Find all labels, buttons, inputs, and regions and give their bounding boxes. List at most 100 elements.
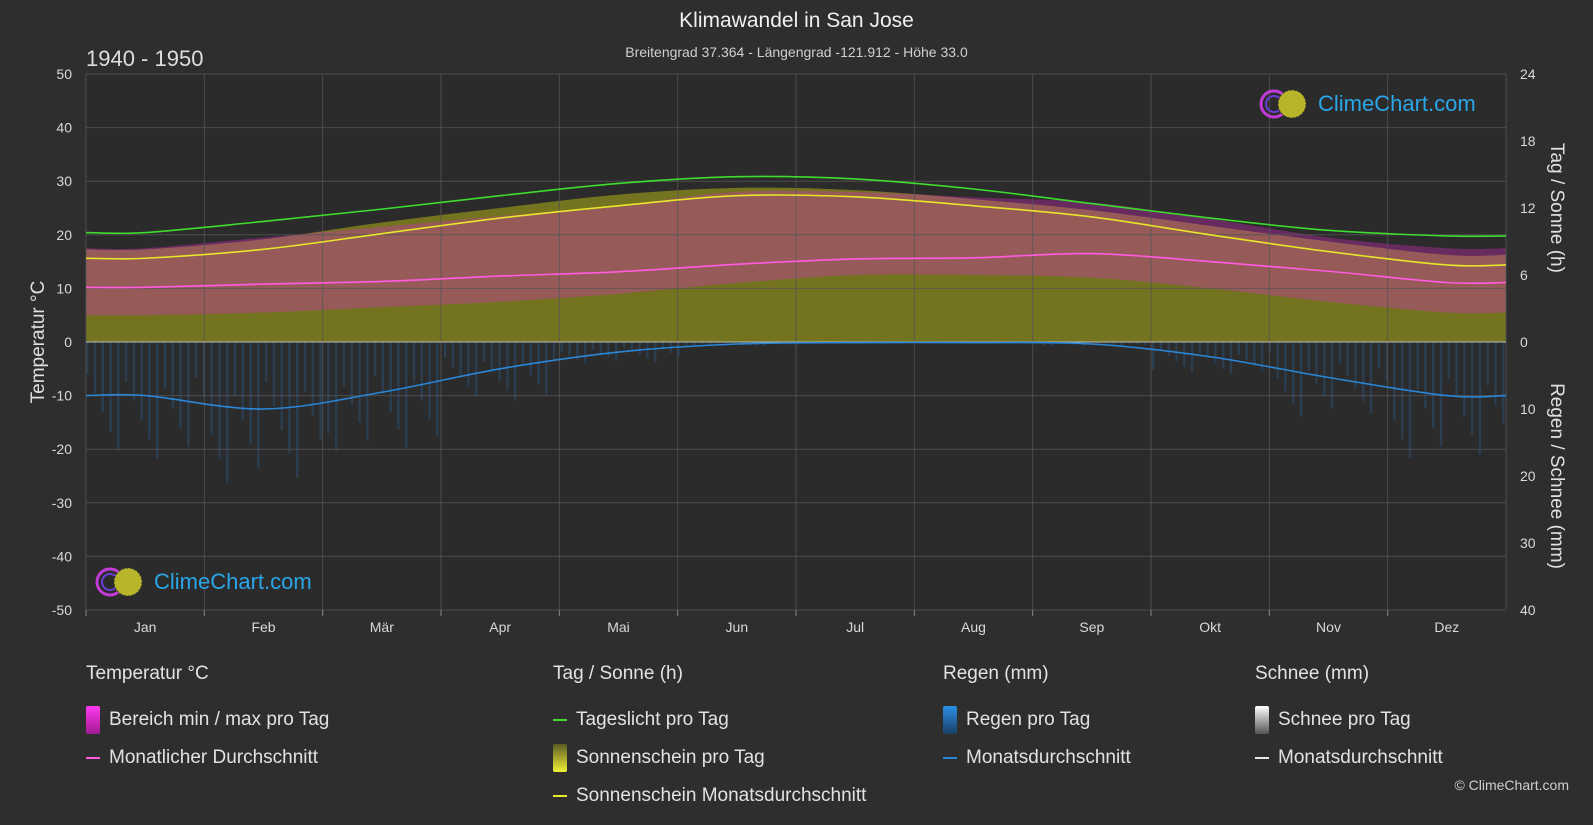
rain-bar (109, 342, 112, 432)
rain-bar (1183, 342, 1186, 367)
rain-bar (794, 342, 797, 346)
snow-avg-swatch (1255, 757, 1269, 759)
rain-bar (529, 342, 532, 376)
rain-bar (1089, 342, 1093, 344)
legend-item-temp-range: Bereich min / max pro Tag (86, 701, 329, 739)
sunshine-avg-line (85, 194, 1507, 267)
rain-bar (1354, 342, 1357, 389)
legend-label: Regen pro Tag (966, 709, 1091, 730)
rain-bar (1416, 342, 1419, 390)
rain-bar (537, 342, 540, 385)
rain-bar (334, 342, 338, 452)
legend-snow: Schnee (mm) Schnee pro Tag Monatsdurchsc… (1255, 663, 1443, 777)
rain-bar (1113, 342, 1116, 346)
rain-bar (677, 342, 680, 357)
legend-label: Schnee pro Tag (1278, 709, 1411, 730)
rain-bar (615, 342, 618, 361)
rain-bar (654, 342, 657, 363)
rain-bar (1478, 342, 1482, 455)
legend-item-sunshine: Sonnenschein pro Tag (553, 739, 866, 777)
rain-bar (1128, 342, 1132, 344)
right-axis-title-sun: Tag / Sonne (h) (1546, 143, 1567, 273)
daylight-line (85, 175, 1507, 238)
rain-bar (513, 342, 517, 401)
temperature-tick-label: 10 (56, 280, 72, 296)
rain-bar (1190, 342, 1194, 372)
rain-bar (156, 342, 159, 459)
rain-bar (739, 342, 742, 345)
rain-bar (210, 342, 213, 435)
rain-bar (373, 342, 377, 376)
rain-bar (1043, 342, 1046, 346)
rain-bar (124, 342, 128, 382)
sun-tick-label: 12 (1520, 200, 1536, 216)
legend-label: Sonnenschein pro Tag (576, 747, 765, 768)
rain-bar (366, 342, 369, 441)
rain-bar (630, 342, 634, 352)
rain-bar (1159, 342, 1163, 351)
rain-bar (1447, 342, 1451, 378)
rain-bar (506, 342, 509, 391)
rain-bar (1494, 342, 1497, 405)
rain-bar (132, 342, 136, 401)
rain-bar (171, 342, 174, 409)
rain-bar (521, 342, 525, 366)
rain-bar (1299, 342, 1303, 417)
month-tick-label: Jan (134, 619, 157, 635)
rain-bar (436, 342, 439, 437)
legend-temperature-title: Temperatur °C (86, 663, 209, 684)
rain-avg-line (85, 341, 1507, 410)
rain-bar (218, 342, 221, 459)
rain-bar (257, 342, 260, 469)
rain-bar (264, 342, 268, 383)
rain-bar (1369, 342, 1373, 415)
rain-bar (187, 342, 190, 447)
rain-bar (233, 342, 237, 397)
rain-bar (1393, 342, 1396, 421)
legend-snow-title: Schnee (mm) (1255, 663, 1370, 684)
legend-item-rain-avg: Monatsdurchschnitt (943, 739, 1131, 777)
rain-swatch (943, 706, 957, 734)
rain-bar (226, 342, 229, 483)
legend-item-rain-day: Regen pro Tag (943, 701, 1131, 739)
rain-bar (397, 342, 400, 430)
rain-bar (1050, 342, 1054, 347)
rain-bar (1229, 342, 1233, 375)
rain-bar (762, 342, 766, 347)
rain-bar (1120, 342, 1124, 347)
legend-item-sunshine-avg: Sonnenschein Monatsdurchschnitt (553, 777, 866, 815)
temperature-tick-label: 20 (56, 227, 72, 243)
rain-bar (591, 342, 595, 351)
rain-bar (576, 342, 579, 360)
rain-bar (467, 342, 470, 387)
rain-bar (327, 342, 330, 434)
rain-bar (1144, 342, 1147, 346)
snow-swatch (1255, 706, 1269, 734)
month-tick-label: Jul (846, 619, 864, 635)
rain-bar (1097, 342, 1100, 345)
temperature-tick-label: -10 (52, 388, 72, 404)
temperature-tick-label: -40 (52, 548, 72, 564)
temperature-avg-line (85, 252, 1507, 289)
legend-label: Sonnenschein Monatsdurchschnitt (576, 785, 867, 806)
rain-bar (140, 342, 143, 421)
rain-bar (1502, 342, 1505, 424)
logo-bottom: ClimeChart.com (94, 566, 312, 598)
legend-item-snow-day: Schnee pro Tag (1255, 701, 1443, 739)
rain-bar (358, 342, 361, 423)
rain-bar (272, 342, 276, 407)
temperature-tick-label: -50 (52, 602, 72, 618)
month-tick-label: Dez (1434, 619, 1459, 635)
rain-bar (101, 342, 104, 413)
legend-sun-title: Tag / Sonne (h) (553, 663, 683, 684)
rain-bar (716, 342, 719, 346)
rain-bar (1455, 342, 1458, 398)
month-tick-label: Mär (370, 619, 394, 635)
rain-bar (1362, 342, 1365, 402)
rain-bar (1245, 342, 1248, 361)
temperature-tick-label: 40 (56, 120, 72, 136)
rain-bar (490, 342, 494, 372)
rain-bar (1268, 342, 1272, 352)
rain-bar (93, 342, 97, 394)
legend-label: Monatsdurchschnitt (1278, 747, 1443, 768)
